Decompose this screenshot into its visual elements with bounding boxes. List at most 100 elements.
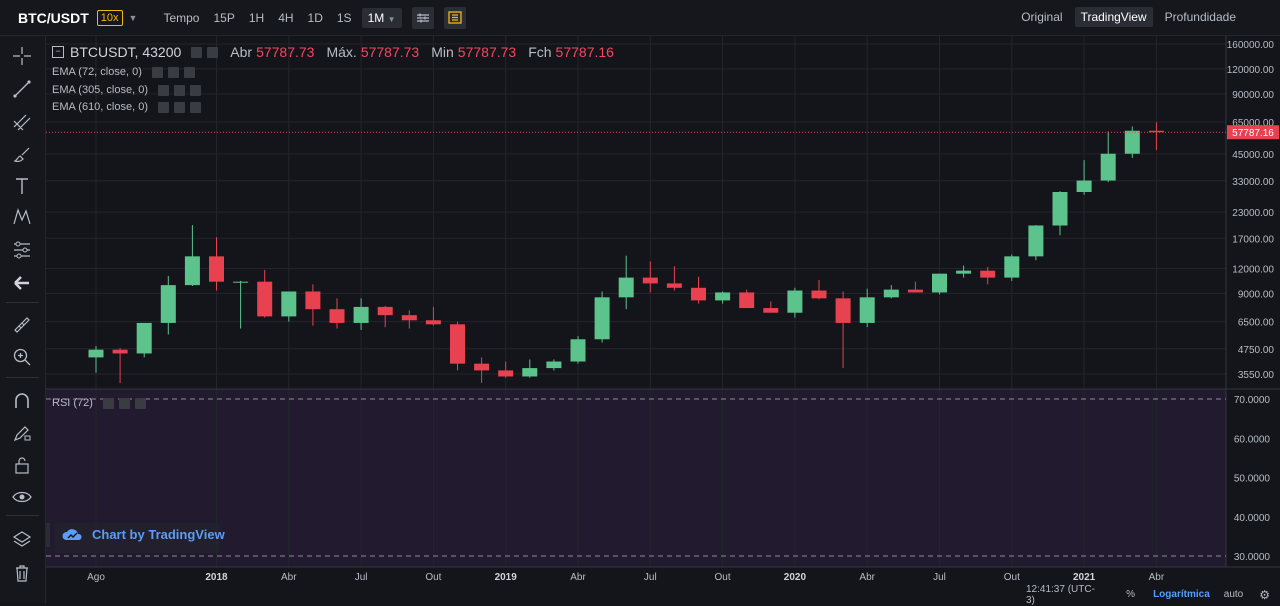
candle[interactable]	[594, 291, 610, 343]
candle[interactable]	[883, 285, 899, 299]
brush-icon[interactable]	[11, 144, 33, 166]
candle[interactable]	[450, 321, 465, 371]
close-icon[interactable]	[190, 101, 201, 113]
timeframe-1h[interactable]: 1H	[248, 10, 265, 25]
candle[interactable]	[666, 266, 682, 291]
settings-icon[interactable]	[174, 84, 185, 96]
pencil-lock-icon[interactable]	[11, 422, 33, 444]
candle[interactable]	[281, 291, 297, 322]
candle[interactable]	[425, 306, 441, 326]
fib-tool-icon[interactable]	[11, 111, 33, 133]
layers-icon[interactable]	[11, 529, 33, 551]
candle[interactable]	[1052, 191, 1068, 236]
candle[interactable]	[715, 291, 731, 304]
candle[interactable]	[498, 361, 514, 378]
chevron-down-icon[interactable]: ▼	[128, 12, 138, 23]
close-icon[interactable]	[134, 397, 146, 409]
timeframe-1d[interactable]: 1D	[307, 10, 323, 25]
candle[interactable]	[907, 281, 923, 293]
notes-button[interactable]	[443, 6, 466, 29]
gear-icon[interactable]: ⚙	[1259, 587, 1270, 602]
candle[interactable]	[835, 291, 851, 369]
tradingview-watermark[interactable]: Chart by TradingView	[62, 526, 225, 542]
timeframe-15p[interactable]: 15P	[213, 10, 235, 25]
settings-icon[interactable]	[167, 66, 179, 78]
candle[interactable]	[88, 346, 104, 373]
candle[interactable]	[305, 284, 321, 326]
settings-icon[interactable]	[191, 46, 203, 58]
log-scale-toggle[interactable]: Logarítmica	[1153, 589, 1210, 600]
candle[interactable]	[257, 269, 273, 318]
close-icon[interactable]	[190, 84, 201, 96]
percent-toggle[interactable]: %	[1126, 589, 1136, 600]
candle[interactable]	[1028, 225, 1044, 261]
candle[interactable]	[1076, 160, 1092, 195]
symbol-label[interactable]: BTC/USDT	[18, 9, 89, 26]
magnet-icon[interactable]	[11, 390, 33, 412]
ema-72-legend[interactable]: EMA (72, close, 0)	[52, 66, 195, 78]
candle[interactable]	[401, 310, 417, 329]
candle[interactable]	[474, 357, 490, 383]
lock-icon[interactable]	[11, 454, 33, 476]
candle[interactable]	[787, 287, 803, 318]
candle[interactable]	[691, 276, 706, 304]
candle[interactable]	[1148, 122, 1164, 151]
ruler-icon[interactable]	[11, 314, 33, 336]
candle[interactable]	[811, 280, 827, 300]
candle[interactable]	[209, 237, 224, 291]
view-depth[interactable]: Profundidade	[1164, 10, 1236, 24]
candle[interactable]	[642, 261, 658, 293]
candle[interactable]	[522, 359, 538, 378]
candle[interactable]	[570, 336, 586, 364]
trend-line-icon[interactable]	[11, 78, 33, 100]
candle[interactable]	[377, 305, 393, 328]
timeframe-4h[interactable]: 4H	[278, 10, 294, 25]
eye-icon[interactable]	[11, 486, 33, 508]
candle[interactable]	[859, 288, 875, 328]
candle[interactable]	[1004, 254, 1020, 281]
candle[interactable]	[184, 225, 200, 287]
settings-icon[interactable]	[151, 66, 163, 78]
arrow-left-icon[interactable]	[11, 272, 33, 294]
crosshair-icon[interactable]	[11, 45, 33, 67]
zoom-in-icon[interactable]	[11, 346, 33, 368]
candle[interactable]	[353, 298, 369, 330]
prediction-tool-icon[interactable]	[11, 239, 33, 261]
ema-305-legend[interactable]: EMA (305, close, 0)	[52, 84, 201, 96]
leverage-badge[interactable]: 10x	[96, 9, 123, 26]
settings-icon[interactable]	[118, 397, 130, 409]
candle[interactable]	[329, 298, 345, 329]
auto-scale-toggle[interactable]: auto	[1223, 589, 1244, 600]
candle[interactable]	[546, 359, 562, 371]
candle[interactable]	[112, 347, 128, 383]
candle[interactable]	[136, 322, 152, 358]
rsi-legend[interactable]: RSI (72)	[52, 397, 146, 409]
candle[interactable]	[618, 255, 634, 310]
pattern-tool-icon[interactable]	[11, 206, 33, 228]
collapse-icon[interactable]: −	[52, 46, 64, 58]
candle[interactable]	[932, 273, 947, 295]
collapse-toolbar-handle[interactable]	[46, 523, 50, 547]
trash-icon[interactable]	[11, 562, 33, 584]
view-original[interactable]: Original	[1021, 10, 1063, 24]
candle[interactable]	[160, 275, 176, 335]
settings-icon[interactable]	[102, 397, 114, 409]
candle[interactable]	[980, 267, 996, 285]
timeframe-1s[interactable]: 1S	[336, 10, 352, 25]
candle[interactable]	[1100, 131, 1116, 183]
text-tool-icon[interactable]	[11, 175, 33, 197]
candle[interactable]	[739, 289, 755, 309]
settings-icon[interactable]	[158, 101, 169, 113]
candle[interactable]	[233, 280, 249, 329]
settings-icon[interactable]	[158, 84, 169, 96]
view-tradingview[interactable]: TradingView	[1074, 7, 1153, 27]
ema-610-legend[interactable]: EMA (610, close, 0)	[52, 101, 201, 113]
candle[interactable]	[763, 301, 779, 313]
candle[interactable]	[956, 265, 972, 278]
settings-icon[interactable]	[174, 101, 185, 113]
timeframe-1m-dropdown[interactable]: 1M ▼	[361, 7, 402, 28]
close-icon[interactable]	[183, 66, 195, 78]
candle[interactable]	[1124, 126, 1140, 158]
settings-icon[interactable]	[207, 46, 219, 58]
